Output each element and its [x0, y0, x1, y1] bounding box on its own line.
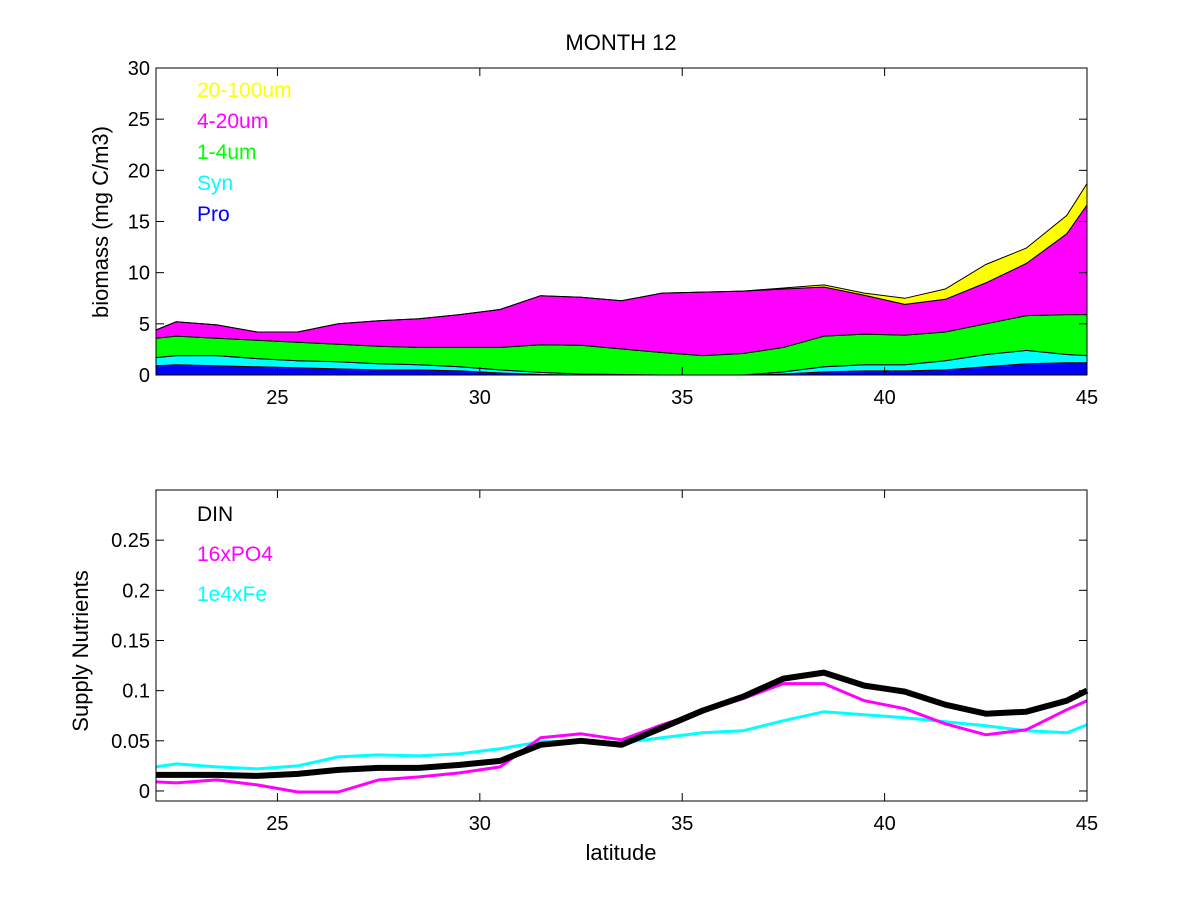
x-tick-label: 45: [1076, 387, 1098, 409]
biomass-panel: MONTH 12 25 30 35 40 45 0 5 10 15 20 25 30 biomass …: [88, 30, 1098, 409]
y-tick-label: 0.25: [111, 530, 150, 552]
nutrients-legend: DIN 16xPO4 1e4xFe: [197, 503, 273, 606]
nutrients-panel: 25 30 35 40 45 0 0.05 0.1 0.15 0.2 0.25 Supply Nut…: [68, 489, 1098, 865]
x-tick-label: 40: [873, 387, 895, 409]
nutrients-ticks: 25 30 35 40 45 0 0.05 0.1 0.15 0.2 0.25: [111, 490, 1098, 835]
biomass-ticks: 25 30 35 40 45 0 5 10 15 20 25 30: [128, 58, 1098, 409]
x-tick-label: 25: [266, 387, 288, 409]
x-tick-label: 30: [469, 813, 491, 835]
y-tick-label: 0.2: [122, 580, 150, 602]
legend-entry-1-4um: 1-4um: [197, 141, 257, 164]
legend-entry-4-20um: 4-20um: [197, 110, 268, 133]
nutrients-axes-box: [155, 489, 1088, 802]
nutrients-x-axis-label: latitude: [586, 840, 657, 865]
y-tick-label: 20: [128, 160, 150, 182]
nutrients-y-axis-label: Supply Nutrients: [68, 570, 93, 731]
biomass-legend: 20-100um 4-20um 1-4um Syn Pro: [197, 79, 292, 226]
chart-title: MONTH 12: [565, 30, 676, 55]
y-tick-label: 10: [128, 263, 150, 285]
x-tick-label: 25: [266, 813, 288, 835]
x-tick-label: 45: [1076, 813, 1098, 835]
y-tick-label: 15: [128, 212, 150, 234]
y-tick-label: 0.15: [111, 630, 150, 652]
x-tick-label: 35: [671, 387, 693, 409]
legend-entry-pro: Pro: [197, 203, 230, 226]
x-tick-label: 35: [671, 813, 693, 835]
biomass-areas: [155, 181, 1088, 376]
y-tick-label: 30: [128, 58, 150, 80]
legend-entry-16xpo4: 16xPO4: [197, 543, 273, 566]
x-tick-label: 40: [873, 813, 895, 835]
y-tick-label: 0.1: [122, 681, 150, 703]
y-tick-label: 5: [139, 314, 150, 336]
nutrient-lines: [155, 669, 1089, 794]
line-din: [156, 669, 1089, 779]
legend-entry-1e4xfe: 1e4xFe: [197, 583, 267, 606]
y-tick-label: 0.05: [111, 731, 150, 753]
legend-entry-20-100um: 20-100um: [197, 79, 292, 102]
x-tick-label: 30: [469, 387, 491, 409]
legend-entry-din: DIN: [197, 503, 233, 526]
y-tick-label: 25: [128, 109, 150, 131]
biomass-y-axis-label: biomass (mg C/m3): [88, 126, 113, 318]
legend-entry-syn: Syn: [197, 172, 233, 195]
y-tick-label: 0: [139, 365, 150, 387]
y-tick-label: 0: [139, 781, 150, 803]
line-16xpo4: [155, 682, 1088, 794]
